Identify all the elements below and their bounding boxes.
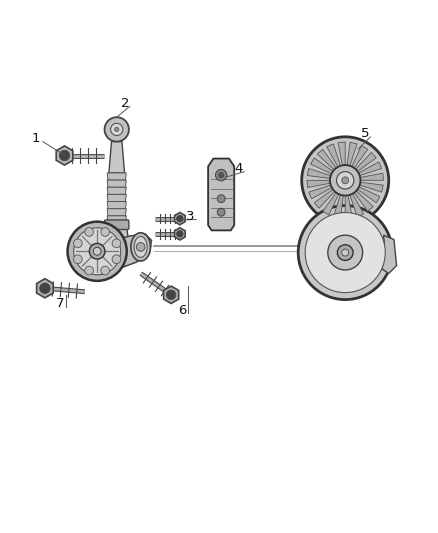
Polygon shape [107,195,126,201]
Circle shape [305,213,385,293]
FancyBboxPatch shape [105,220,129,230]
Ellipse shape [134,237,147,257]
Circle shape [85,266,93,275]
Polygon shape [307,180,330,188]
Polygon shape [333,195,343,219]
Polygon shape [95,232,129,245]
Circle shape [105,117,129,142]
Circle shape [342,249,349,256]
Circle shape [166,290,176,300]
Text: 6: 6 [178,303,186,317]
Circle shape [215,169,227,181]
Polygon shape [360,173,384,180]
Text: 3: 3 [187,210,195,223]
Polygon shape [307,168,331,179]
Circle shape [89,244,105,259]
Circle shape [112,255,121,264]
Circle shape [111,123,123,135]
Polygon shape [338,142,345,165]
Polygon shape [175,228,185,240]
Ellipse shape [131,233,150,261]
Polygon shape [314,189,335,208]
Polygon shape [107,173,126,180]
Polygon shape [107,201,126,209]
Circle shape [302,137,389,224]
Circle shape [74,228,120,275]
Text: 7: 7 [56,297,64,310]
Polygon shape [107,180,126,187]
Polygon shape [360,182,383,192]
Polygon shape [37,279,53,298]
Circle shape [74,239,82,248]
Polygon shape [208,158,234,230]
Polygon shape [163,286,179,303]
Polygon shape [105,223,129,245]
Polygon shape [317,149,336,170]
Polygon shape [336,184,355,248]
Circle shape [177,215,183,222]
Circle shape [342,177,349,184]
Polygon shape [354,191,373,211]
Circle shape [40,283,50,294]
Polygon shape [107,216,126,223]
Polygon shape [357,187,380,203]
Text: 1: 1 [32,132,40,144]
Text: 2: 2 [121,97,130,110]
Circle shape [67,222,127,281]
Polygon shape [345,195,353,219]
Circle shape [177,230,183,237]
Polygon shape [107,187,126,195]
Circle shape [328,235,363,270]
Circle shape [136,243,145,251]
Circle shape [112,239,121,248]
Circle shape [74,255,82,264]
Circle shape [85,228,93,236]
Circle shape [336,172,354,189]
Circle shape [101,266,110,275]
Polygon shape [359,162,381,175]
Circle shape [298,206,392,300]
Circle shape [59,150,70,161]
Text: 4: 4 [234,162,243,175]
Polygon shape [323,192,339,215]
Circle shape [217,208,225,216]
Polygon shape [309,185,332,199]
Polygon shape [382,235,396,273]
Polygon shape [352,146,368,168]
Polygon shape [175,213,185,225]
Polygon shape [350,193,364,217]
Circle shape [217,195,225,203]
Circle shape [115,127,119,132]
Circle shape [101,228,110,236]
Circle shape [337,245,353,261]
Circle shape [330,165,360,196]
Polygon shape [107,209,126,216]
Polygon shape [311,158,333,174]
Polygon shape [109,142,124,173]
Polygon shape [356,152,376,172]
Polygon shape [347,142,357,166]
Circle shape [93,247,101,255]
Polygon shape [327,144,340,167]
Polygon shape [56,146,73,165]
Text: 5: 5 [360,127,369,140]
Circle shape [219,173,224,177]
Polygon shape [95,230,152,271]
